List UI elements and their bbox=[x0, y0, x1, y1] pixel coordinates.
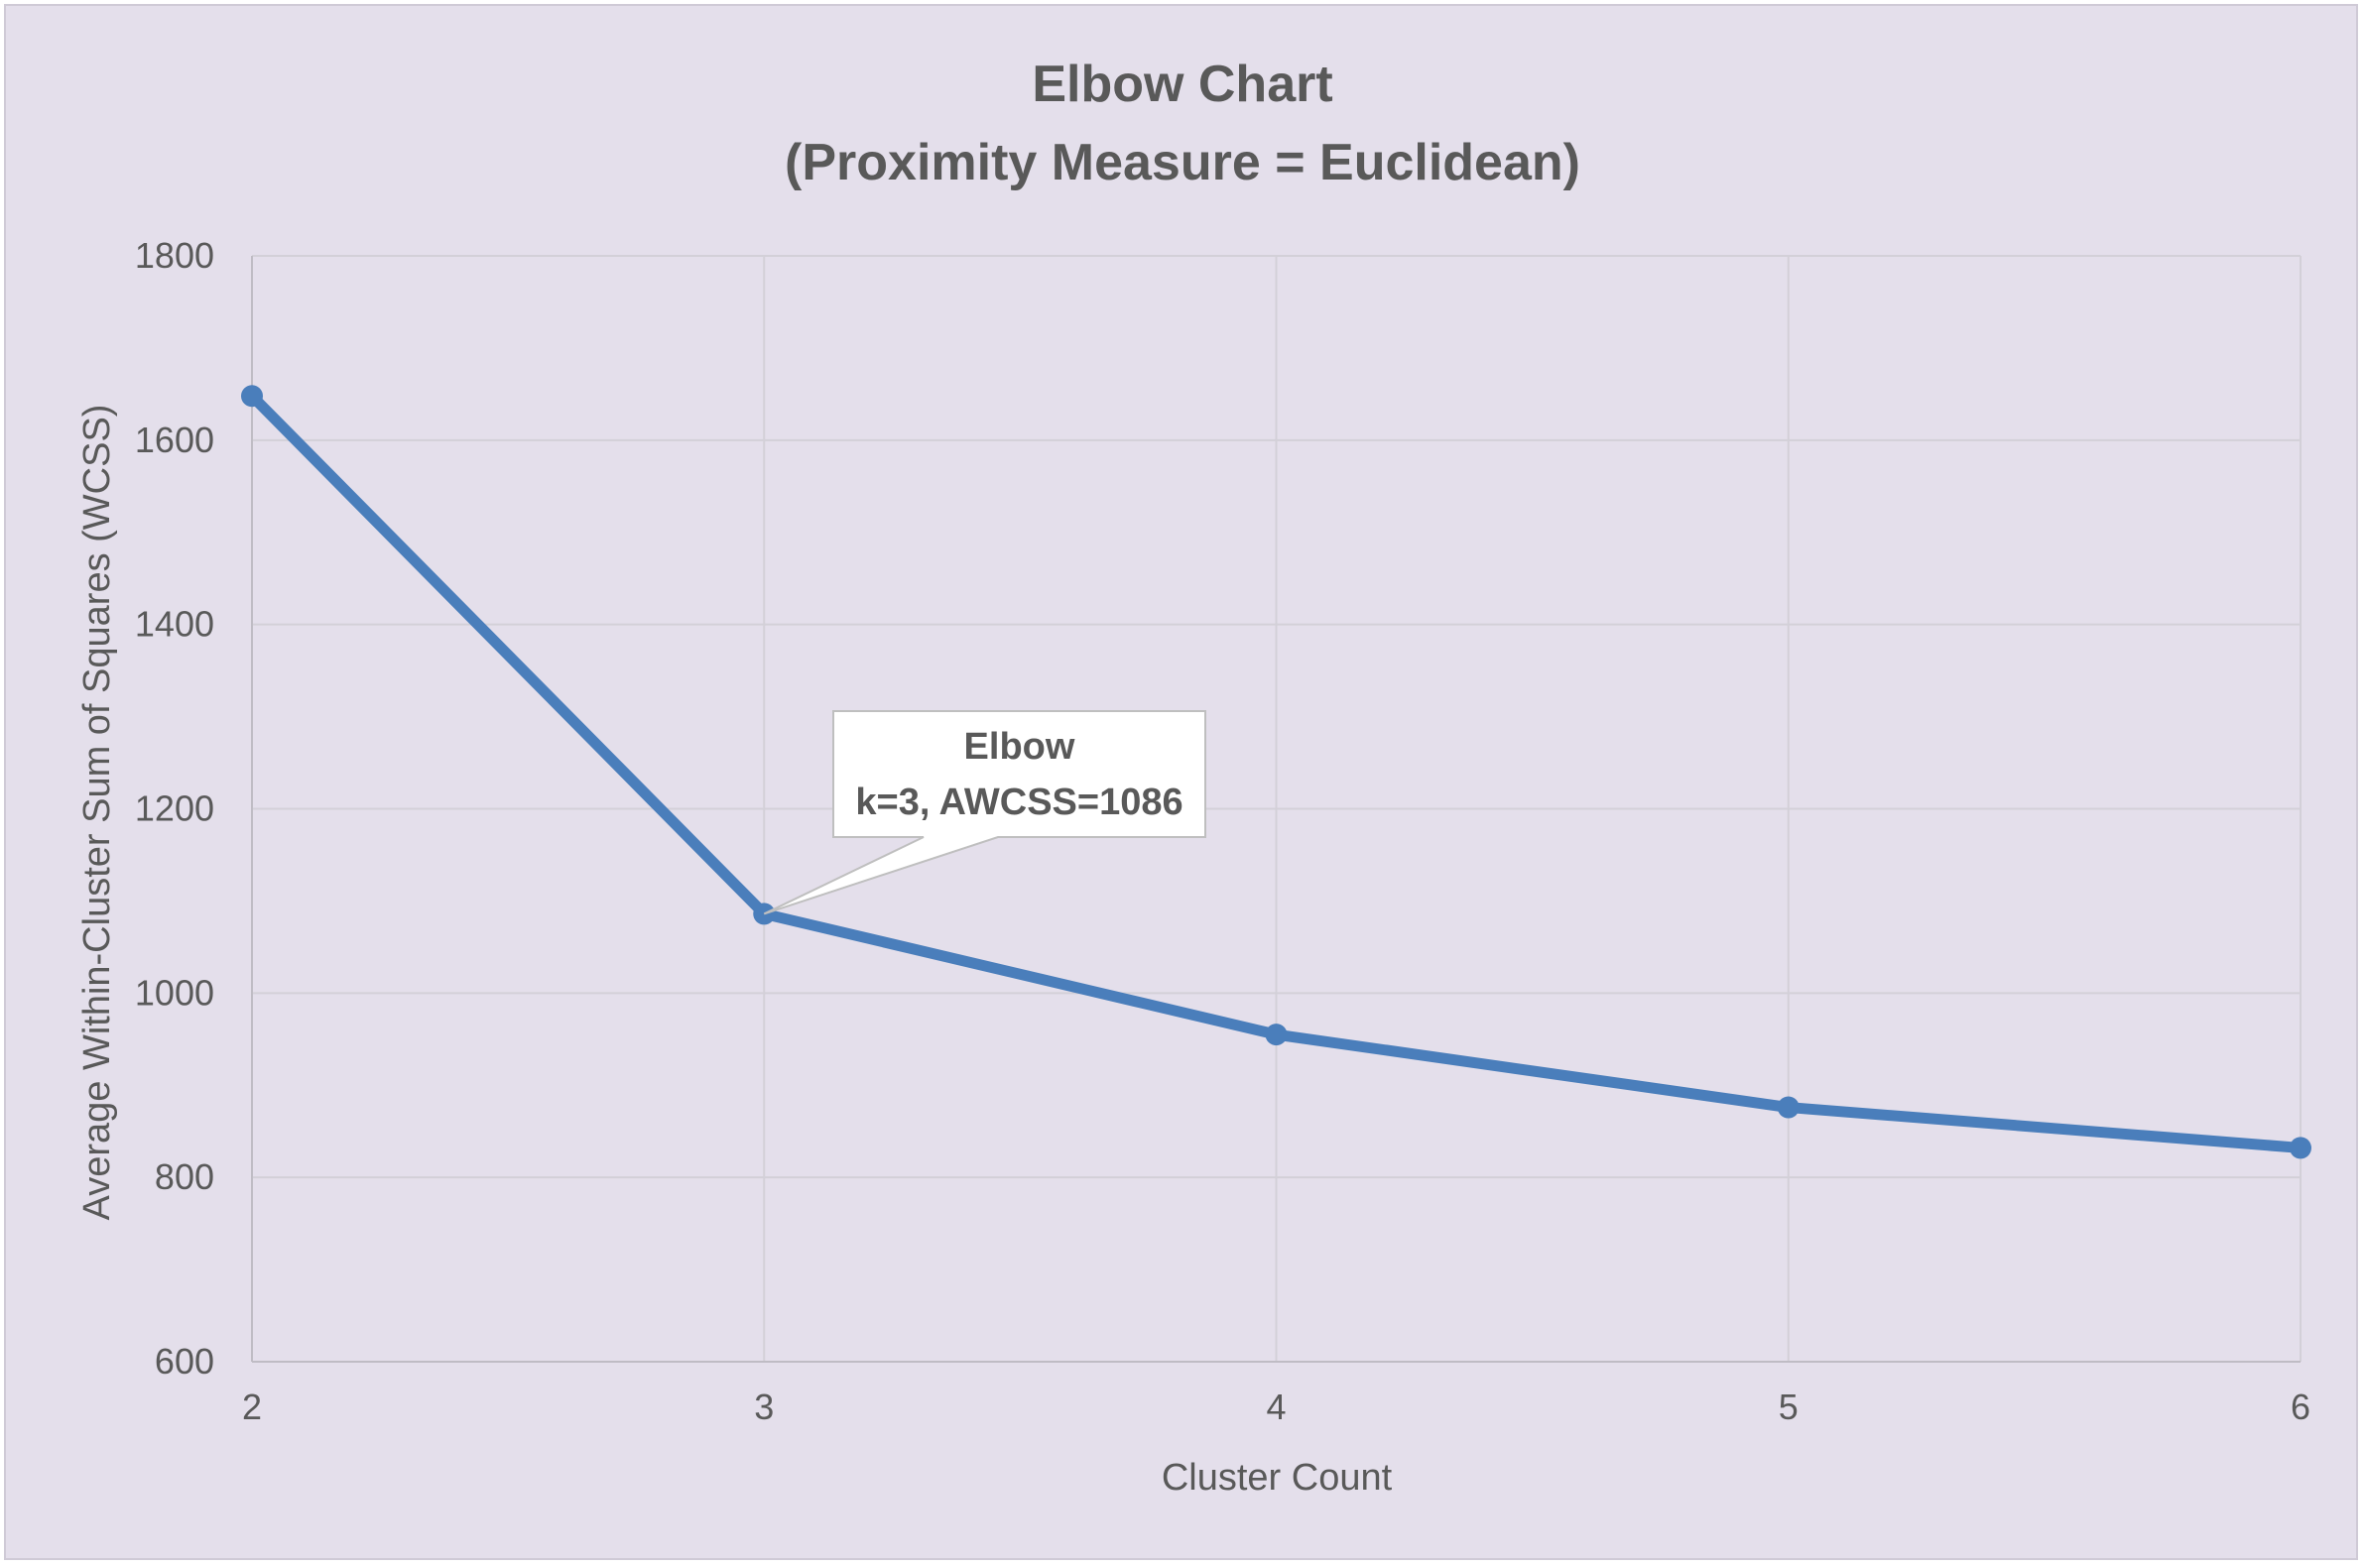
y-tick-label-600: 600 bbox=[155, 1341, 214, 1382]
elbow-chart: 600 800 1000 1200 1400 1600 1800 2 3 4 5 6 Elbow k=3… bbox=[76, 56, 2311, 1499]
x-tick-label-4: 4 bbox=[1266, 1387, 1286, 1427]
x-tick-label-3: 3 bbox=[754, 1387, 774, 1427]
y-tick-label-1400: 1400 bbox=[135, 604, 214, 645]
series-layer bbox=[241, 385, 2311, 1159]
data-point-k2 bbox=[241, 385, 263, 408]
data-point-k6 bbox=[2290, 1137, 2311, 1159]
grid-lines bbox=[251, 255, 2302, 1362]
text-layer: Elbow Chart (Proximity Measure = Euclide… bbox=[76, 56, 1580, 1499]
y-tick-label-1600: 1600 bbox=[135, 420, 214, 460]
x-tick-label-5: 5 bbox=[1779, 1387, 1799, 1427]
data-point-k4 bbox=[1265, 1024, 1288, 1046]
chart-frame: 600 800 1000 1200 1400 1600 1800 2 3 4 5 6 Elbow k=3… bbox=[4, 4, 2358, 1560]
axes: 600 800 1000 1200 1400 1600 1800 2 3 4 5 6 bbox=[135, 235, 2310, 1427]
chart-title-line-2: (Proximity Measure = Euclidean) bbox=[785, 134, 1580, 191]
chart-title-line-1: Elbow Chart bbox=[1032, 56, 1332, 113]
y-tick-label-1000: 1000 bbox=[135, 972, 214, 1013]
y-axis-label: Average Within-Cluster Sum of Squares (W… bbox=[76, 405, 118, 1221]
x-tick-label-2: 2 bbox=[242, 1387, 262, 1427]
y-tick-label-1800: 1800 bbox=[135, 235, 214, 276]
y-tick-label-800: 800 bbox=[155, 1156, 214, 1197]
x-tick-label-6: 6 bbox=[2291, 1387, 2310, 1427]
callout-text-line-1: Elbow bbox=[964, 726, 1075, 768]
x-axis-label: Cluster Count bbox=[1162, 1457, 1393, 1499]
data-point-k5 bbox=[1777, 1096, 1800, 1119]
y-tick-label-1200: 1200 bbox=[135, 788, 214, 829]
callout-box bbox=[763, 710, 1206, 915]
elbow-callout: Elbow k=3, AWCSS=1086 bbox=[763, 710, 1206, 915]
callout-text-line-2: k=3, AWCSS=1086 bbox=[855, 782, 1182, 823]
